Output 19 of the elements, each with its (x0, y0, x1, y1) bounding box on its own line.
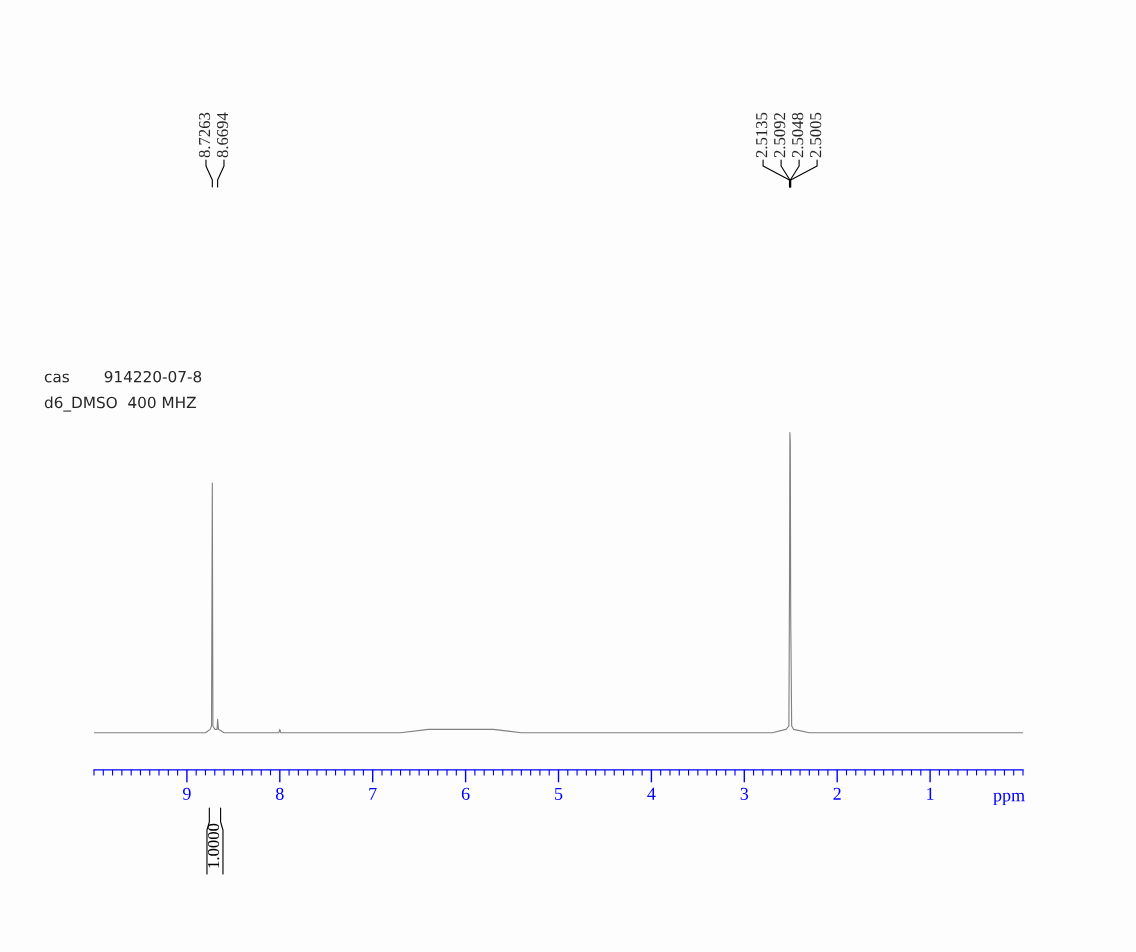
x-axis-title: ppm (993, 792, 1025, 806)
text: 2.5135 (756, 112, 768, 158)
x-tick-label: 1 (927, 787, 934, 800)
text: d6_DMSO 400 MHZ (44, 396, 196, 412)
text: 8.7263 (198, 112, 211, 158)
x-tick-label: 7 (369, 787, 377, 800)
x-tick-label: 2 (833, 787, 841, 800)
text: cas 914220-07-8 (44, 370, 202, 383)
x-tick-label: 9 (182, 787, 191, 800)
x-tick-label: 5 (555, 787, 563, 800)
x-tick-label: 3 (740, 787, 749, 800)
x-tick-label: 6 (461, 787, 470, 800)
text: 2.5092 (774, 113, 786, 158)
text: 2.5048 (792, 112, 804, 158)
x-tick-label: 8 (275, 787, 284, 800)
text: 2.5005 (810, 112, 822, 158)
x-tick-label: 4 (647, 787, 656, 800)
text: 1.0000 (207, 823, 220, 868)
text: 8.6694 (216, 112, 229, 158)
